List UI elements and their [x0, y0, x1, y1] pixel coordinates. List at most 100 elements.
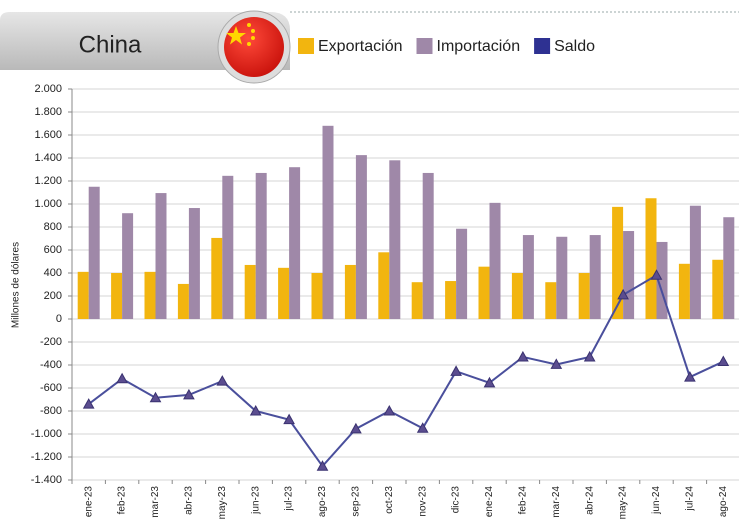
y-tick-label: -200: [40, 336, 62, 348]
line-marker: [450, 365, 462, 376]
y-tick-label: 1.400: [34, 152, 62, 164]
x-tick-label: may-24: [618, 486, 629, 520]
x-tick-label: abr-23: [184, 486, 195, 515]
line-marker: [617, 288, 629, 300]
y-axis-title: Millones de dólares: [11, 242, 22, 328]
x-tick-label: jul-23: [284, 486, 295, 512]
y-tick-label: -1.400: [31, 474, 62, 486]
x-tick-label: ago-23: [317, 486, 328, 518]
flag-icon: [217, 10, 291, 84]
legend-label: Importación: [437, 38, 521, 55]
bar: [578, 273, 590, 319]
bar: [422, 172, 434, 319]
x-tick-label: sep-23: [351, 486, 362, 517]
line-marker: [249, 404, 262, 416]
bar: [522, 235, 534, 319]
bar: [155, 193, 167, 319]
bar: [177, 283, 189, 319]
bar: [311, 273, 323, 319]
legend-swatch: [298, 38, 314, 54]
x-tick-label: dic-23: [451, 486, 462, 514]
bar: [322, 125, 334, 319]
line: [88, 273, 724, 468]
legend-swatch: [416, 38, 433, 54]
y-tick-label: 600: [44, 244, 62, 256]
x-tick-label: feb-23: [117, 486, 128, 515]
bar: [255, 172, 267, 319]
bar: [712, 259, 724, 319]
bar: [144, 271, 156, 319]
bar: [678, 263, 690, 319]
line-marker: [416, 422, 429, 433]
bar: [445, 281, 457, 319]
bar: [545, 282, 557, 319]
x-tick-label: mar-24: [551, 486, 562, 518]
line-marker: [350, 422, 362, 434]
line-marker: [116, 372, 128, 384]
bar: [378, 252, 390, 319]
line-marker: [183, 388, 195, 400]
bar: [511, 273, 523, 319]
y-tick-label: 1.200: [34, 175, 62, 187]
line-marker: [550, 358, 563, 369]
bar: [211, 237, 223, 319]
legend-label: Exportación: [318, 38, 403, 55]
bar: [689, 205, 701, 319]
y-tick-label: 1.000: [34, 198, 62, 210]
bar: [389, 160, 401, 319]
y-tick-label: 200: [44, 290, 62, 302]
bar: [122, 213, 134, 319]
y-tick-label: 1.800: [34, 106, 62, 118]
bar: [556, 236, 568, 319]
bar: [289, 167, 301, 319]
bar: [278, 267, 290, 319]
y-tick-label: -400: [40, 359, 62, 371]
chart-title: China: [79, 31, 142, 58]
x-tick-label: feb-24: [518, 486, 529, 515]
bar: [355, 155, 367, 319]
x-tick-label: may-23: [217, 486, 228, 520]
line-marker: [283, 413, 295, 425]
line-marker: [216, 375, 229, 386]
line-marker: [684, 371, 696, 382]
bar: [489, 202, 501, 319]
bar: [411, 282, 423, 319]
x-tick-label: jun-24: [651, 486, 662, 515]
line-marker: [483, 376, 496, 388]
y-tick-label: 1.600: [34, 129, 62, 141]
x-tick-label: jul-24: [685, 486, 696, 512]
x-tick-label: abr-24: [584, 486, 595, 515]
y-tick-label: -1.200: [31, 451, 62, 463]
legend-label: Saldo: [554, 38, 595, 55]
line-marker: [717, 355, 730, 367]
bar: [645, 198, 657, 319]
x-tick-label: nov-23: [417, 486, 428, 517]
x-tick-label: oct-23: [384, 486, 395, 514]
y-tick-label: 0: [56, 313, 62, 325]
bar: [623, 231, 635, 319]
y-tick-label: -800: [40, 405, 62, 417]
bar: [77, 271, 89, 319]
line-marker: [316, 460, 329, 471]
x-tick-label: ene-24: [484, 486, 495, 518]
bar: [723, 217, 735, 319]
line-marker: [149, 391, 162, 403]
line-marker: [650, 269, 663, 280]
bar: [188, 208, 200, 319]
legend-swatch: [534, 38, 551, 54]
line-marker: [82, 398, 95, 409]
bar: [111, 273, 123, 319]
y-tick-label: 400: [44, 267, 62, 279]
x-tick-label: jun-23: [250, 486, 261, 515]
x-tick-label: ene-23: [83, 486, 94, 518]
line-marker: [517, 350, 529, 362]
line-marker: [583, 350, 596, 362]
bar: [456, 228, 468, 319]
header-tab: [0, 12, 290, 70]
line-marker: [383, 404, 396, 416]
bar: [612, 206, 624, 319]
y-tick-label: -600: [40, 382, 62, 394]
x-tick-label: mar-23: [150, 486, 161, 518]
bar: [222, 175, 234, 319]
